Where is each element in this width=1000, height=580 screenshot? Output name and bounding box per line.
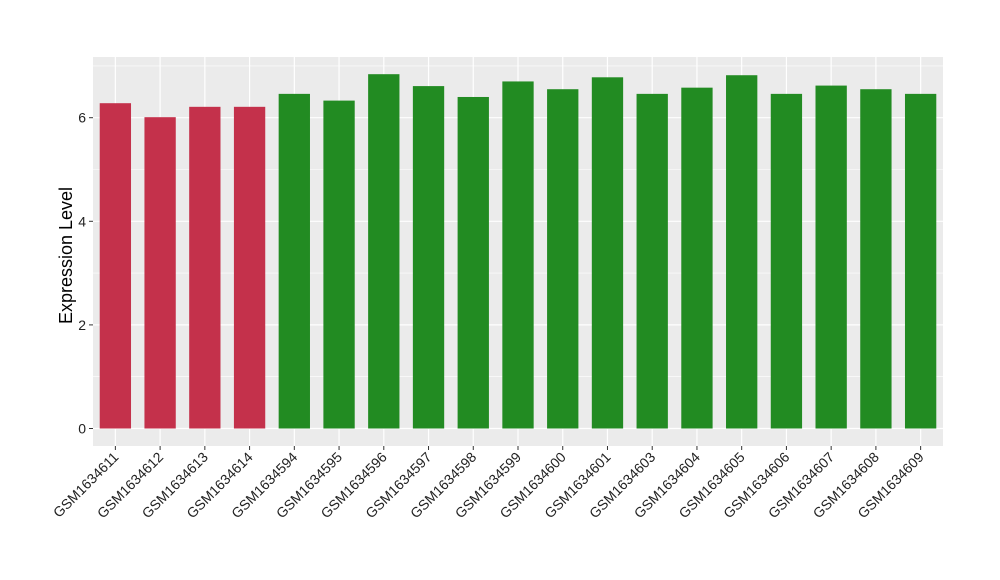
bar-GSM1634597 xyxy=(412,86,445,429)
bar-GSM1634596 xyxy=(368,74,400,429)
y-tick-label: 4 xyxy=(78,213,86,229)
x-axis: GSM1634611GSM1634612GSM1634613GSM1634614… xyxy=(50,446,927,521)
bar-GSM1634603 xyxy=(636,93,668,429)
bar-GSM1634595 xyxy=(323,100,355,429)
bars xyxy=(99,74,937,429)
bar-GSM1634609 xyxy=(904,93,937,429)
bar-GSM1634605 xyxy=(726,75,758,429)
bar-GSM1634594 xyxy=(278,93,310,429)
bar-GSM1634613 xyxy=(189,106,221,429)
y-axis-title: Expression Level xyxy=(56,187,76,324)
bar-GSM1634601 xyxy=(591,77,624,429)
y-tick-label: 0 xyxy=(78,421,86,437)
bar-GSM1634612 xyxy=(144,117,176,429)
y-axis: 0 2 4 6 xyxy=(78,110,93,437)
bar-GSM1634606 xyxy=(770,93,803,429)
y-tick-label: 2 xyxy=(78,317,86,333)
bar-GSM1634611 xyxy=(99,103,132,429)
bar-GSM1634598 xyxy=(457,96,489,429)
bar-GSM1634600 xyxy=(547,89,579,429)
y-tick-label: 6 xyxy=(78,110,86,126)
bar-GSM1634607 xyxy=(815,85,847,429)
bar-GSM1634599 xyxy=(502,81,534,429)
bar-GSM1634604 xyxy=(681,87,713,429)
bar-GSM1634614 xyxy=(233,106,266,429)
bar-GSM1634608 xyxy=(860,89,892,429)
